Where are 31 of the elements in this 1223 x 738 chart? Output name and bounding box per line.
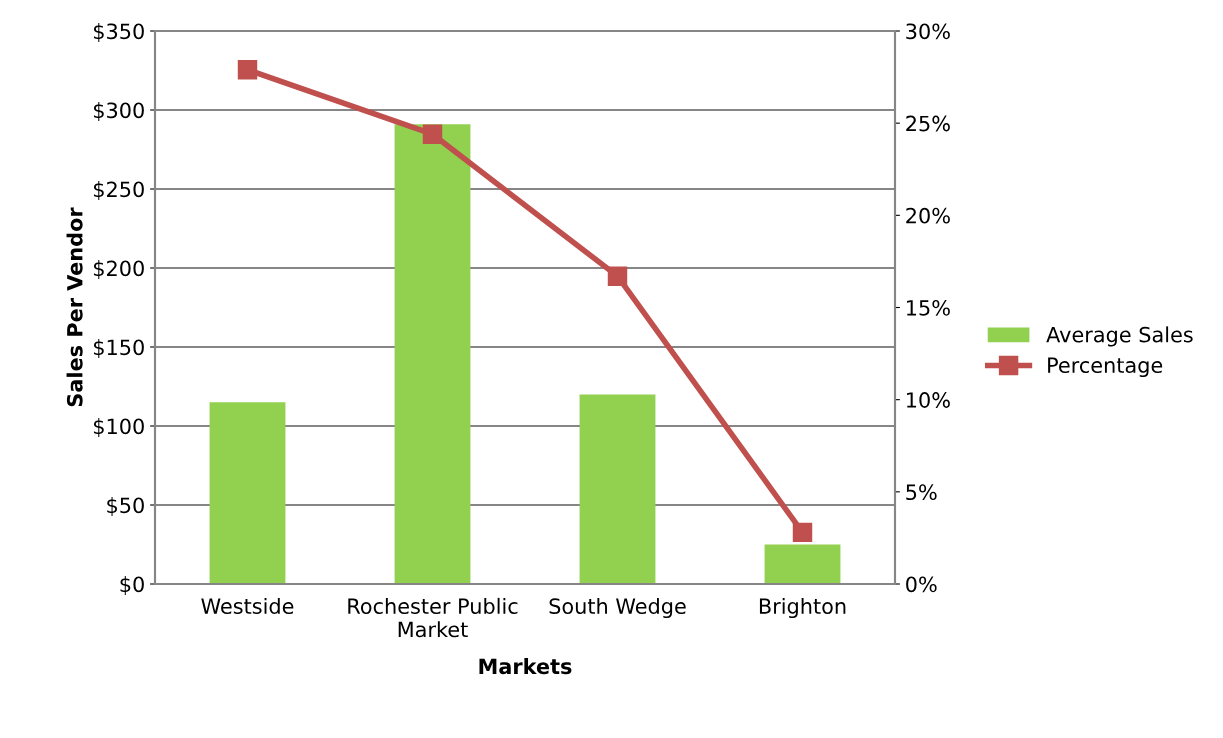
legend-label: Percentage (1048, 357, 1163, 378)
y-tick-label: $100 (93, 418, 144, 437)
bar (579, 394, 656, 584)
x-tick-label: Westside (201, 597, 294, 615)
y2-tick-label: 5% (906, 484, 937, 501)
bar (209, 402, 286, 584)
y-tick-label: $50 (107, 497, 144, 516)
y-tick-label: $350 (93, 23, 144, 42)
y-tick-label: $200 (93, 260, 144, 279)
x-tick-label: Rochester Public Market (348, 597, 518, 638)
y-axis-title: Sales Per Vendor (66, 207, 83, 407)
y2-tick-label: 25% (906, 115, 950, 132)
x-tick-label: South Wedge (549, 597, 686, 619)
bar (764, 544, 841, 584)
y-tick-label: $0 (120, 576, 144, 595)
x-axis-title: Markets (479, 658, 572, 675)
bar (394, 124, 471, 584)
y-tick-label: $150 (93, 339, 144, 358)
y2-tick-label: 0% (906, 576, 937, 593)
point (422, 124, 443, 144)
y-tick-label: $250 (93, 181, 144, 200)
point (607, 266, 628, 286)
x-tick-label: Brighton (759, 597, 846, 619)
y2-tick-label: 20% (906, 207, 950, 224)
y2-tick-label: 15% (907, 299, 950, 316)
point (237, 59, 258, 80)
y2-tick-label: 10% (907, 392, 950, 408)
y-tick-label: $300 (93, 102, 144, 121)
legend-label: Average Sales (1046, 326, 1193, 347)
point (792, 522, 813, 543)
y2-tick-label: 30% (906, 23, 950, 40)
